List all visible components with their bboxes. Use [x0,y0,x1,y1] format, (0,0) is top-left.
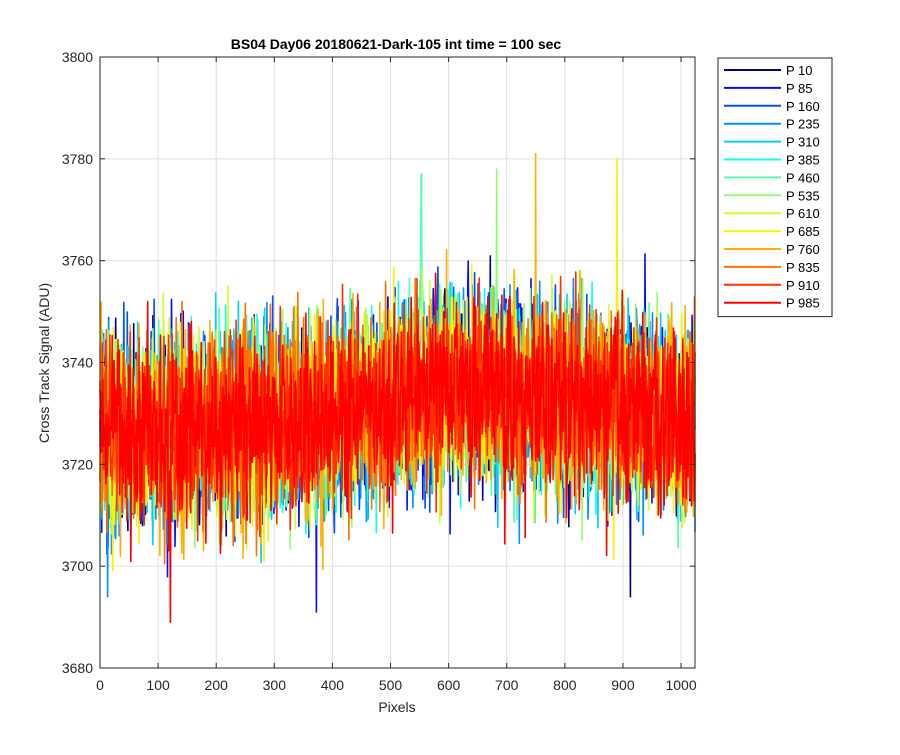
y-tick-label: 3780 [62,151,93,167]
x-tick-label: 700 [495,677,519,693]
x-tick-label: 0 [96,677,104,693]
x-tick-label: 400 [321,677,345,693]
x-axis-label: Pixels [378,699,415,715]
y-tick-label: 3800 [62,49,93,65]
y-tick-label: 3740 [62,355,93,371]
y-tick-label: 3720 [62,456,93,472]
legend-label: P 910 [786,278,820,293]
legend-label: P 835 [786,260,820,275]
legend[interactable]: P 10 P 85 P 160 P 235 P 310 P 385 P 460 P 535 P … [717,57,833,318]
x-tick-label: 100 [146,677,170,693]
x-tick-label: 900 [611,677,635,693]
legend-label: P 310 [786,135,820,150]
y-axis-label: Cross Track Signal (ADU) [36,283,52,443]
x-tick-label: 600 [437,677,461,693]
legend-label: P 85 [786,81,813,96]
chart-title: BS04 Day06 20180621-Dark-105 int time = … [231,36,562,52]
x-tick-label: 800 [553,677,577,693]
series-layer [99,152,696,624]
x-tick-label: 300 [263,677,287,693]
legend-label: P 535 [786,188,820,203]
series-line-p985 [99,272,696,624]
legend-label: P 760 [786,242,820,257]
y-tick-label: 3760 [62,253,93,269]
legend-label: P 685 [786,224,820,239]
legend-label: P 985 [786,296,820,311]
legend-label: P 10 [786,63,813,78]
x-tick-label: 500 [379,677,403,693]
legend-box [717,57,833,318]
legend-label: P 460 [786,170,820,185]
legend-label: P 160 [786,99,820,114]
x-axis: 0 100 200 300 400 500 600 700 800 900 1000 [96,57,697,693]
y-tick-label: 3700 [62,558,93,574]
y-axis: 3680 3700 3720 3740 3760 3780 3800 [62,49,695,676]
legend-label: P 385 [786,153,820,168]
legend-label: P 235 [786,117,820,132]
y-tick-label: 3680 [62,660,93,676]
x-tick-label: 1000 [665,677,696,693]
legend-label: P 610 [786,206,820,221]
x-tick-label: 200 [205,677,229,693]
